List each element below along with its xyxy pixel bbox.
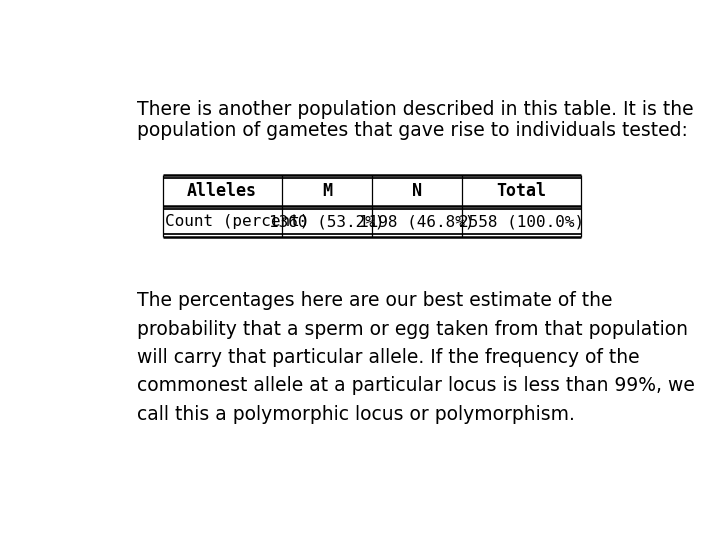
Text: 1198 (46.8%): 1198 (46.8%) (359, 214, 474, 230)
Text: N: N (412, 181, 422, 200)
Text: will carry that particular allele. If the frequency of the: will carry that particular allele. If th… (138, 348, 640, 367)
Text: There is another population described in this table. It is the: There is another population described in… (138, 100, 694, 119)
Text: M: M (322, 181, 332, 200)
Text: Count (percent): Count (percent) (166, 214, 310, 230)
Text: Total: Total (496, 181, 546, 200)
Text: The percentages here are our best estimate of the: The percentages here are our best estima… (138, 292, 613, 310)
Text: 2558 (100.0%): 2558 (100.0%) (459, 214, 584, 230)
Text: commonest allele at a particular locus is less than 99%, we: commonest allele at a particular locus i… (138, 376, 696, 395)
Text: Alleles: Alleles (187, 181, 257, 200)
Text: 1360 (53.2%): 1360 (53.2%) (269, 214, 384, 230)
Text: probability that a sperm or egg taken from that population: probability that a sperm or egg taken fr… (138, 320, 688, 339)
Text: call this a polymorphic locus or polymorphism.: call this a polymorphic locus or polymor… (138, 404, 575, 423)
Text: population of gametes that gave rise to individuals tested:: population of gametes that gave rise to … (138, 121, 688, 140)
